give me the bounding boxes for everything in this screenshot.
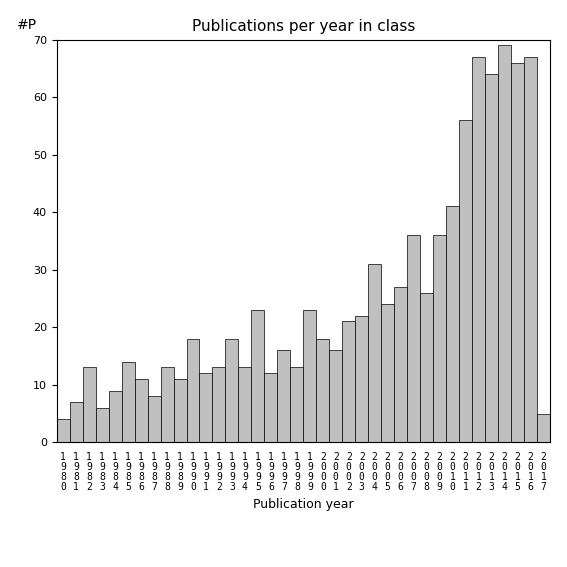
Bar <box>356 316 368 442</box>
Bar <box>511 63 524 442</box>
Bar <box>121 362 134 442</box>
Bar <box>537 413 550 442</box>
Bar <box>264 373 277 442</box>
Bar <box>433 235 446 442</box>
Bar <box>498 45 511 442</box>
Bar <box>160 367 174 442</box>
Bar <box>329 350 342 442</box>
Bar <box>394 287 407 442</box>
Bar <box>213 367 226 442</box>
Bar <box>187 338 200 442</box>
Bar <box>290 367 303 442</box>
Bar <box>446 206 459 442</box>
Bar <box>277 350 290 442</box>
Bar <box>96 408 109 442</box>
X-axis label: Publication year: Publication year <box>253 497 354 510</box>
Bar <box>407 235 420 442</box>
Bar <box>70 402 83 442</box>
Bar <box>524 57 537 442</box>
Bar <box>368 264 381 442</box>
Bar <box>109 391 121 442</box>
Bar <box>226 338 239 442</box>
Bar <box>251 310 264 442</box>
Bar <box>381 304 394 442</box>
Title: Publications per year in class: Publications per year in class <box>192 19 415 35</box>
Bar <box>239 367 251 442</box>
Bar <box>303 310 316 442</box>
Bar <box>472 57 485 442</box>
Text: #P: #P <box>17 18 37 32</box>
Bar <box>459 120 472 442</box>
Bar <box>174 379 187 442</box>
Bar <box>485 74 498 442</box>
Bar <box>134 379 147 442</box>
Bar <box>57 419 70 442</box>
Bar <box>200 373 213 442</box>
Bar <box>342 321 356 442</box>
Bar <box>83 367 96 442</box>
Bar <box>316 338 329 442</box>
Bar <box>147 396 160 442</box>
Bar <box>420 293 433 442</box>
